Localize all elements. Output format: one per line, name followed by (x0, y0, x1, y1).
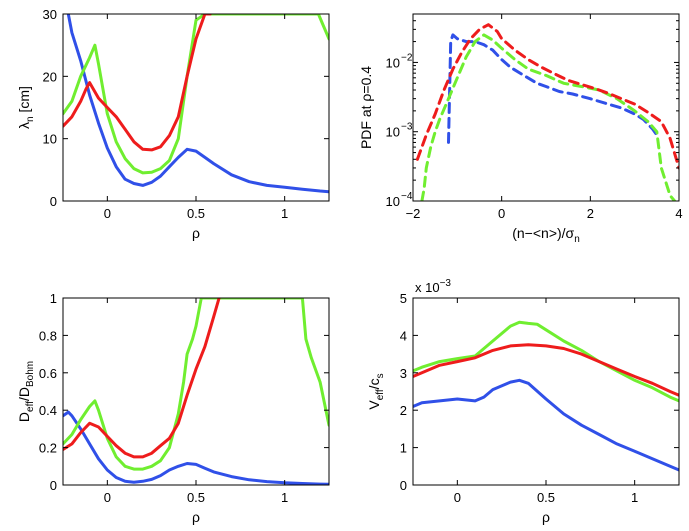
axis-multiplier: x 10−3 (415, 278, 451, 295)
y-tick-label: 0 (50, 478, 57, 493)
y-tick-label: 0.2 (39, 441, 57, 456)
y-tick-label: 3 (400, 366, 407, 381)
series-line-3 (413, 343, 679, 397)
x-tick-label: 0 (454, 490, 461, 505)
series-line-1 (413, 378, 679, 472)
x-tick-label: 4 (675, 206, 682, 221)
series-line-3 (63, 298, 221, 459)
y-tick-label: 0.4 (39, 403, 57, 418)
series-line-2 (63, 14, 329, 175)
series-group (415, 23, 679, 201)
x-tick-label: 2 (587, 206, 594, 221)
series-line-1 (447, 33, 659, 144)
x-tick-label: 0 (104, 490, 111, 505)
y-tick-label: 0 (400, 478, 407, 493)
x-axis-label: ρ (192, 509, 200, 525)
panel-p4: 0 0.5 1 0 1 2 3 4 5 ρ Veff/cs x 10−3 (366, 278, 680, 525)
y-axis-label: PDF at ρ=0.4 (358, 66, 374, 149)
y-tick-label: 10 (43, 132, 57, 147)
panel-p3: 0 0.5 1 0 0.2 0.4 0.6 0.8 1 ρ Deff/DBohm (16, 291, 330, 525)
x-tick-label: 0 (104, 206, 111, 221)
y-axis-label: Deff/DBohm (16, 361, 36, 422)
y-tick-label: 10 (386, 194, 400, 209)
series-group (413, 320, 679, 472)
x-tick-label: 0.5 (187, 206, 205, 221)
y-tick-label: 2 (400, 403, 407, 418)
y-tick-label: 0.8 (39, 328, 57, 343)
y-tick-label: 5 (400, 291, 407, 306)
y-tick-label: 4 (400, 328, 407, 343)
x-tick-label: 1 (631, 490, 638, 505)
y-tick-label: 20 (43, 69, 57, 84)
x-axis-label: ρ (542, 509, 550, 525)
x-axis-label: ρ (192, 225, 200, 241)
x-tick-label: 1 (281, 206, 288, 221)
y-axis-label: Veff/cs (366, 373, 386, 409)
y-axis-label: λn [cm] (16, 86, 36, 129)
x-axis-label: (n−<n>)/σn (512, 225, 580, 245)
x-tick-label: 1 (281, 490, 288, 505)
series-line-2 (420, 33, 677, 201)
plot-frame (412, 13, 680, 202)
y-tick-label: 0.6 (39, 366, 57, 381)
y-tick-exponent: −2 (401, 52, 413, 63)
y-tick-exponent: −4 (401, 191, 413, 202)
series-line-1 (63, 410, 329, 485)
x-tick-label: 0.5 (537, 490, 555, 505)
series-group (63, 14, 329, 194)
series-line-3 (415, 23, 679, 170)
y-tick-label: 1 (400, 441, 407, 456)
y-tick-label: 10 (386, 55, 400, 70)
y-tick-label: 30 (43, 7, 57, 22)
y-tick-label: 0 (50, 194, 57, 209)
y-tick-label: 1 (50, 291, 57, 306)
plot-frame (412, 297, 680, 486)
y-tick-exponent: −3 (401, 122, 413, 133)
y-tick-label: 10 (386, 125, 400, 140)
x-tick-label: 0.5 (187, 490, 205, 505)
x-tick-label: 0 (498, 206, 505, 221)
series-line-3 (63, 14, 212, 152)
series-line-2 (63, 298, 329, 471)
series-line-2 (413, 320, 679, 403)
series-line-1 (66, 14, 329, 194)
series-group (63, 298, 329, 485)
x-tick-label: −2 (406, 206, 421, 221)
